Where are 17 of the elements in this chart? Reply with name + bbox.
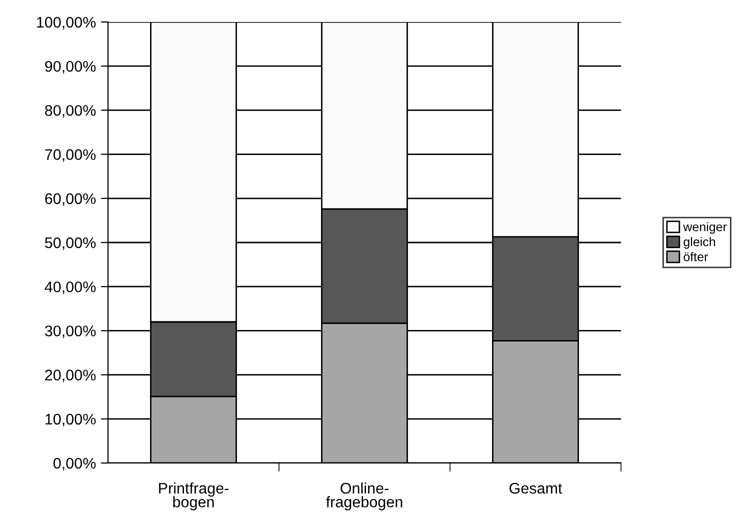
legend-label: weniger (683, 222, 727, 234)
y-tick-label: 10,00% (46, 414, 96, 426)
x-tick-label: Online- fragebogen (326, 482, 402, 510)
legend-label: öfter (684, 252, 708, 262)
y-tick-label: 40,00% (44, 281, 96, 294)
y-tick-label: 60,00% (45, 193, 96, 206)
y-tick-label: 70,00% (45, 149, 96, 162)
y-tick-label: 90,00% (45, 60, 96, 74)
x-tick-label: Gesamt (510, 482, 562, 494)
y-tick-label: 30,00% (44, 326, 96, 338)
x-tick-label: Printfrage- bogen (159, 482, 228, 510)
y-tick-label: 100,00% (37, 16, 96, 30)
y-tick-label: 20,00% (45, 370, 96, 382)
y-tick-label: 80,00% (45, 105, 96, 118)
y-tick-label: 0,00% (53, 458, 96, 470)
y-tick-label: 50,00% (44, 237, 96, 250)
legend-label: gleich (684, 237, 716, 249)
